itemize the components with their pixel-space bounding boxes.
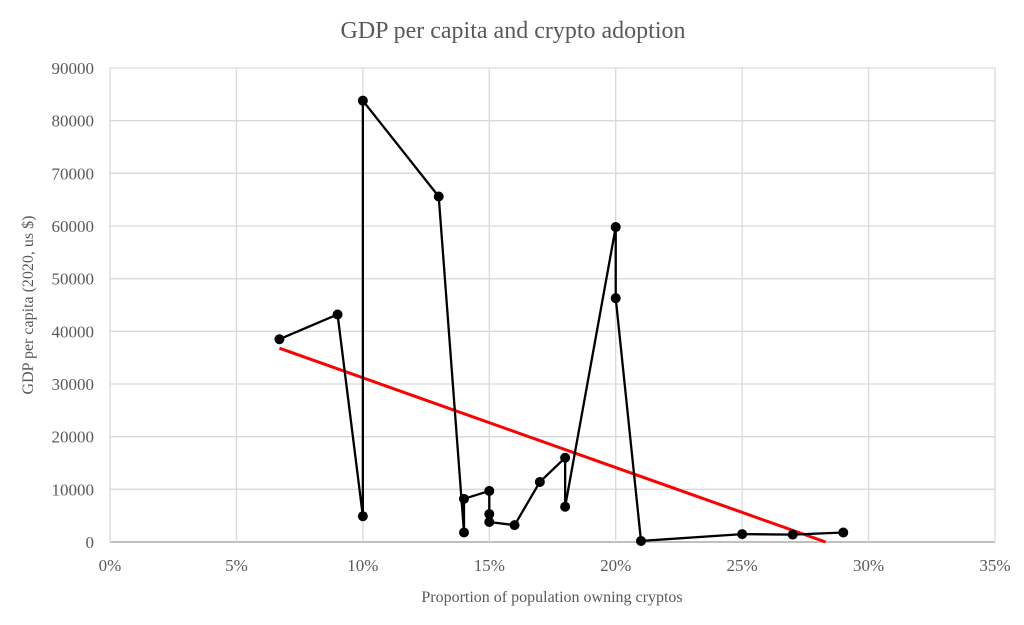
data-point [274, 334, 285, 345]
x-tick-label: 20% [600, 556, 631, 575]
y-tick-label: 30000 [52, 375, 95, 394]
series-line [278, 99, 844, 543]
data-point [787, 529, 798, 540]
trendline [278, 346, 827, 544]
y-tick-label: 0 [86, 533, 95, 552]
data-point [560, 452, 571, 463]
x-tick-label: 10% [347, 556, 378, 575]
x-tick-label: 35% [979, 556, 1010, 575]
data-point [357, 95, 368, 106]
y-tick-label: 90000 [52, 59, 95, 78]
x-tick-label: 25% [727, 556, 758, 575]
trendline-group [278, 346, 827, 544]
x-tick-label: 0% [99, 556, 122, 575]
data-point [357, 511, 368, 522]
x-tick-labels: 0% 5% 10% 15% 20% 25% 30% 35% [99, 556, 1011, 575]
data-point [610, 293, 621, 304]
y-tick-label: 10000 [52, 480, 95, 499]
y-tick-label: 70000 [52, 164, 95, 183]
y-tick-label: 80000 [52, 112, 95, 131]
y-axis-label: GDP per capita (2020, us $) [20, 216, 37, 395]
data-point [534, 476, 545, 487]
x-tick-label: 15% [474, 556, 505, 575]
data-point [484, 509, 495, 520]
data-point [433, 191, 444, 202]
y-tick-label: 20000 [52, 428, 95, 447]
data-point [484, 516, 495, 527]
data-point [459, 527, 469, 538]
data-point [332, 309, 343, 320]
series-group [274, 95, 849, 546]
y-tick-label: 60000 [52, 217, 95, 236]
y-tick-label: 40000 [52, 322, 95, 341]
data-point [838, 527, 849, 538]
data-point [509, 520, 520, 531]
data-point [610, 222, 621, 233]
x-tick-label: 30% [853, 556, 884, 575]
data-point [560, 501, 571, 512]
y-tick-label: 50000 [52, 270, 95, 289]
chart-title: GDP per capita and crypto adoption [340, 18, 685, 44]
data-point [636, 535, 646, 546]
data-point [459, 493, 469, 504]
y-tick-labels: 0 10000 20000 30000 40000 50000 60000 70000 8000… [52, 59, 95, 552]
x-tick-label: 5% [225, 556, 248, 575]
data-point [484, 485, 495, 496]
data-point [737, 529, 748, 540]
x-axis-label: Proportion of population owning cryptos [421, 589, 682, 606]
